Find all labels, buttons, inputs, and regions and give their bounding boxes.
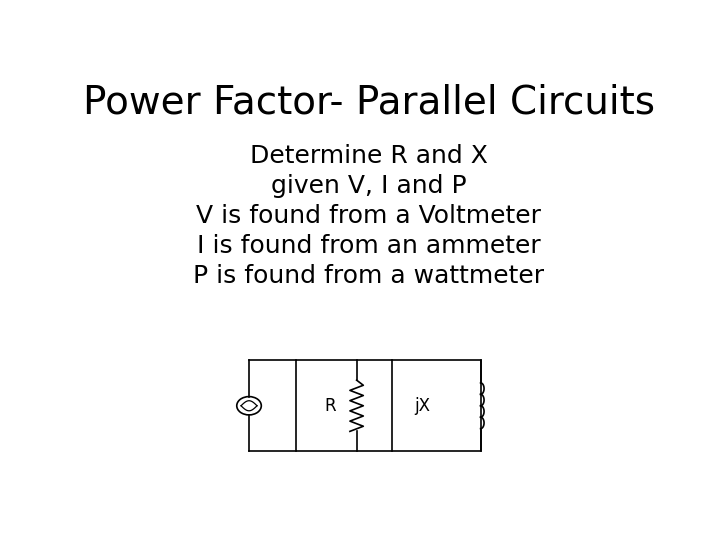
Text: R: R bbox=[325, 397, 336, 415]
Text: V is found from a Voltmeter: V is found from a Voltmeter bbox=[197, 204, 541, 228]
Text: I is found from an ammeter: I is found from an ammeter bbox=[197, 234, 541, 258]
Text: jX: jX bbox=[415, 397, 431, 415]
Text: P is found from a wattmeter: P is found from a wattmeter bbox=[194, 264, 544, 288]
Text: Determine R and X: Determine R and X bbox=[250, 144, 488, 168]
Bar bbox=[297, 360, 481, 451]
Text: Power Factor- Parallel Circuits: Power Factor- Parallel Circuits bbox=[83, 84, 655, 122]
Text: given V, I and P: given V, I and P bbox=[271, 174, 467, 198]
